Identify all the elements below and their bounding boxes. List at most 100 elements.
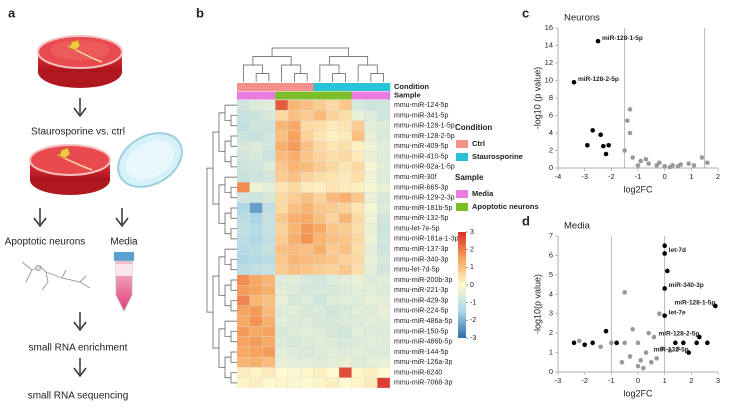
annotation-bar-cell — [364, 83, 378, 91]
point — [603, 328, 609, 334]
point — [635, 340, 641, 346]
heatmap-cell — [275, 336, 289, 348]
heatmap-cell — [275, 243, 289, 255]
legend-swatch — [456, 140, 468, 148]
panel-letter: b — [196, 5, 204, 20]
row-label: mmu-miR-486b-5p — [394, 339, 452, 346]
heatmap-cell — [236, 346, 250, 358]
heatmap-cell — [300, 377, 314, 389]
heatmap-cell — [338, 120, 352, 132]
heatmap-cell — [275, 182, 289, 193]
heatmap-cell — [338, 336, 352, 348]
annotation-bar-cell — [377, 91, 391, 100]
point — [694, 340, 699, 346]
heatmap-cell — [262, 305, 276, 317]
heatmap-cell — [338, 377, 352, 389]
heatmap-cell — [249, 377, 263, 389]
heatmap-cell — [377, 305, 391, 317]
heatmap-cell — [351, 182, 365, 193]
y-tick-label: 5 — [549, 270, 553, 279]
annotation-bar-label: Sample — [394, 90, 421, 99]
y-tick-label: 0 — [549, 163, 553, 172]
point — [571, 340, 577, 346]
point — [657, 160, 662, 166]
arrow — [73, 358, 87, 378]
heatmap-cell — [236, 120, 250, 132]
point — [654, 356, 659, 361]
heatmap-cell — [351, 233, 365, 245]
point — [577, 338, 582, 344]
heatmap-cell — [313, 367, 327, 378]
y-tick-label: 14 — [545, 40, 553, 49]
point — [662, 243, 667, 249]
heatmap-cell — [249, 223, 263, 234]
heatmap-cell — [351, 243, 365, 255]
point — [697, 334, 702, 340]
row-label: mmu-miR-410-5p — [394, 153, 449, 160]
row-label: mmu-miR-486a-5p — [394, 318, 452, 325]
row-label: mmu-miR-221-3p — [394, 287, 449, 294]
point — [635, 163, 641, 168]
heatmap-cell — [351, 161, 365, 173]
y-tick-label: 10 — [545, 75, 553, 84]
heatmap-cell — [351, 110, 365, 121]
heatmap-cell — [236, 305, 250, 317]
heatmap-cell — [313, 120, 327, 132]
point — [606, 142, 611, 148]
heatmap-cell — [351, 223, 365, 234]
row-label: mmu-miR-129-2-3p — [394, 195, 455, 202]
annotation-bar-cell — [364, 91, 378, 100]
annotation-bar-cell — [326, 83, 340, 91]
heatmap-cell — [313, 254, 327, 265]
heatmap-cell — [287, 110, 301, 121]
dendrogram — [230, 115, 237, 127]
heatmap-cell — [262, 377, 276, 389]
heatmap-cell — [377, 377, 391, 389]
heatmap-cell — [351, 336, 365, 348]
point — [657, 311, 662, 317]
heatmap-cell — [338, 171, 352, 183]
point — [622, 148, 627, 153]
heatmap-cell — [236, 254, 250, 265]
heatmap-cell — [249, 254, 263, 265]
dendrogram — [230, 135, 237, 147]
point-annotation: miR-128-1-5p — [675, 300, 716, 307]
heatmap-cell — [364, 356, 378, 368]
heatmap-cell — [287, 223, 301, 234]
heatmap-cell — [287, 336, 301, 348]
annotation-bar-cell — [313, 83, 327, 91]
point-annotation: let-7d — [669, 247, 686, 254]
point — [627, 354, 633, 359]
heatmap-cell — [338, 367, 352, 378]
heatmap-cell — [326, 212, 340, 224]
heatmap-cell — [300, 110, 314, 121]
dendrogram — [230, 187, 237, 199]
heatmap-cell — [249, 212, 263, 224]
heatmap-cell — [236, 233, 250, 245]
point — [641, 365, 646, 371]
heatmap-cell — [351, 274, 365, 286]
point — [614, 340, 619, 346]
heatmap-cell — [364, 202, 378, 214]
heatmap-cell — [236, 140, 250, 152]
heatmap-cell — [249, 274, 263, 286]
heatmap-cell — [351, 254, 365, 265]
heatmap-cell — [351, 284, 365, 296]
heatmap-cell — [287, 326, 301, 337]
y-axis-label: -log10 (p value) — [532, 67, 542, 130]
heatmap-cell — [300, 233, 314, 245]
heatmap-cell — [338, 274, 352, 286]
heatmap-cell — [275, 295, 289, 306]
heatmap-cell — [275, 99, 289, 111]
heatmap-cell — [364, 212, 378, 224]
heatmap-cell — [313, 264, 327, 276]
heatmap-cell — [364, 243, 378, 255]
heatmap-cell — [338, 161, 352, 173]
heatmap-cell — [364, 171, 378, 183]
point — [627, 130, 633, 136]
point — [630, 155, 635, 160]
dendrogram — [329, 56, 369, 65]
heatmap-cell — [275, 192, 289, 204]
heatmap-cell — [262, 130, 276, 142]
heatmap-cell — [275, 130, 289, 142]
